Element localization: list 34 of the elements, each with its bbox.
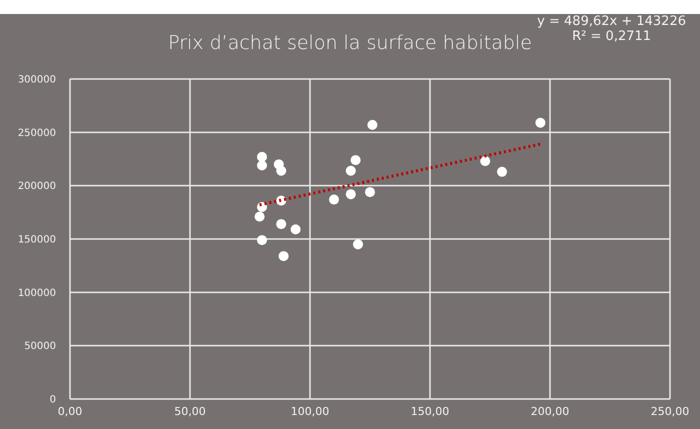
point — [257, 152, 267, 162]
y-tick-label: 300000 — [18, 74, 56, 86]
point — [278, 251, 289, 262]
point — [254, 212, 265, 222]
x-tick-label: 0,00 — [58, 404, 82, 418]
y-tick-label: 150000 — [18, 234, 56, 246]
x-tick-label: 150,00 — [410, 404, 450, 418]
x-tick-label: 50,00 — [174, 404, 206, 418]
point — [329, 194, 339, 205]
chart-title: Prix d’achat selon la surface habitable — [168, 32, 532, 54]
y-tick-label: 100000 — [18, 288, 56, 299]
point — [365, 187, 375, 198]
text: R² = 0,2711 — [571, 29, 652, 44]
y-tick-label: 250000 — [18, 128, 56, 139]
point — [480, 156, 490, 166]
point — [276, 219, 286, 230]
point — [353, 239, 363, 250]
y-tick-label: 200000 — [18, 181, 56, 192]
x-tick-label: 200,00 — [530, 404, 570, 418]
point — [350, 155, 361, 166]
x-tick-label: 100,00 — [290, 404, 330, 418]
point — [346, 189, 356, 200]
point — [367, 120, 378, 130]
point — [535, 118, 546, 128]
point — [257, 235, 267, 246]
point — [346, 166, 356, 176]
point — [276, 166, 286, 176]
point — [290, 224, 301, 234]
point — [497, 166, 507, 177]
point — [257, 160, 267, 170]
x-tick-label: 250,00 — [650, 404, 690, 418]
y-tick-label: 50000 — [24, 341, 56, 352]
y-tick-label: 0 — [50, 394, 56, 406]
text: y = 489,62x + 143226 — [537, 14, 686, 29]
